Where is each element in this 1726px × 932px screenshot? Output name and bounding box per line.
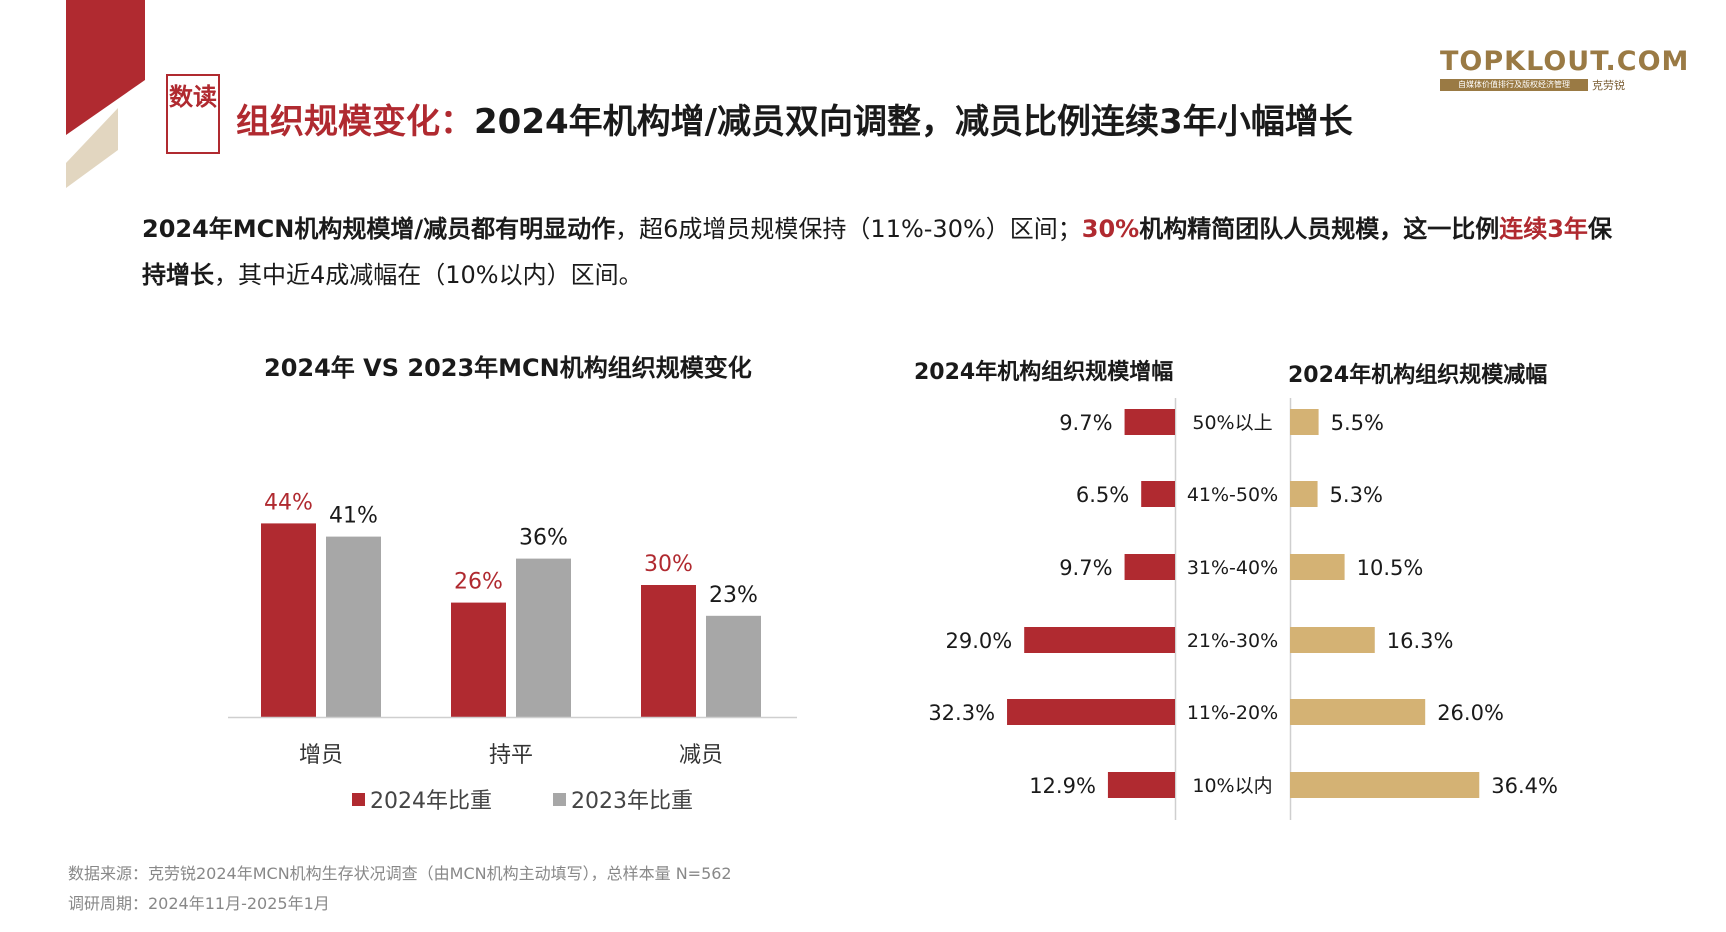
logo-tagline-bar: 自媒体价值排行及版权经济管理 bbox=[1440, 79, 1588, 91]
para-bold-4: 机构精简团队人员规模，这一比例 bbox=[1139, 215, 1500, 243]
title-main: 2024年机构增/减员双向调整，减员比例连续3年小幅增长 bbox=[474, 102, 1353, 142]
para-bold-1: 2024年MCN机构规模增/减员都有明显动作 bbox=[142, 215, 616, 243]
bar-2023-1 bbox=[516, 558, 571, 717]
bar-label: 23% bbox=[709, 583, 758, 608]
logo-tagline: 自媒体价值排行及版权经济管理 bbox=[1458, 80, 1570, 89]
bar-label: 41% bbox=[329, 504, 378, 529]
data-source: 数据来源：克劳锐2024年MCN机构生存状况调查（由MCN机构主动填写），总样本… bbox=[68, 864, 732, 883]
para-text-7: ，其中近4成减幅在（10%以内）区间。 bbox=[214, 261, 643, 289]
para-red-3: 30% bbox=[1081, 215, 1140, 243]
logo-sub: 自媒体价值排行及版权经济管理 克劳锐 bbox=[1440, 77, 1652, 93]
bar-2024-2 bbox=[641, 585, 696, 717]
bar-2024-0 bbox=[261, 523, 316, 717]
para-bold-6: 保持增长 bbox=[142, 215, 1612, 289]
bar-2023-2 bbox=[706, 615, 761, 717]
category-label: 减员 bbox=[679, 743, 723, 768]
brand-logo: TOPKLOUT.COM 自媒体价值排行及版权经济管理 克劳锐 bbox=[1440, 46, 1690, 93]
bar-label: 26% bbox=[454, 570, 503, 595]
legend-swatch-1 bbox=[553, 793, 566, 806]
category-label: 持平 bbox=[489, 743, 533, 768]
para-text-2: ，超6成增员规模保持（11%-30%）区间； bbox=[615, 215, 1082, 243]
bar-label: 44% bbox=[264, 490, 313, 515]
legend-label-1: 2023年比重 bbox=[571, 789, 693, 814]
bar-2024-1 bbox=[451, 602, 506, 717]
corner-decoration bbox=[66, 0, 145, 188]
chart-title-compare: 2024年 VS 2023年MCN机构组织规模变化 bbox=[264, 354, 752, 382]
survey-period: 调研周期：2024年11月-2025年1月 bbox=[68, 894, 330, 913]
legend-swatch-0 bbox=[352, 793, 365, 806]
title-prefix: 组织规模变化： bbox=[236, 102, 474, 142]
bar-2023-0 bbox=[326, 536, 381, 717]
page-title: 组织规模变化：2024年机构增/减员双向调整，减员比例连续3年小幅增长 bbox=[236, 94, 1353, 143]
chart-title-decrease: 2024年机构组织规模减幅 bbox=[1288, 363, 1548, 388]
category-label: 增员 bbox=[299, 743, 343, 768]
para-red-5: 连续3年 bbox=[1499, 215, 1588, 243]
logo-name: TOPKLOUT.COM bbox=[1440, 46, 1690, 77]
legend-label-0: 2024年比重 bbox=[370, 789, 492, 814]
logo-cn: 克劳锐 bbox=[1592, 79, 1625, 92]
section-badge: 数读 bbox=[166, 74, 220, 154]
bar-label: 36% bbox=[519, 526, 568, 551]
chart-title-increase: 2024年机构组织规模增幅 bbox=[914, 360, 1174, 385]
summary-paragraph: 2024年MCN机构规模增/减员都有明显动作，超6成增员规模保持（11%-30%… bbox=[142, 206, 1622, 298]
bar-label: 30% bbox=[644, 552, 693, 577]
